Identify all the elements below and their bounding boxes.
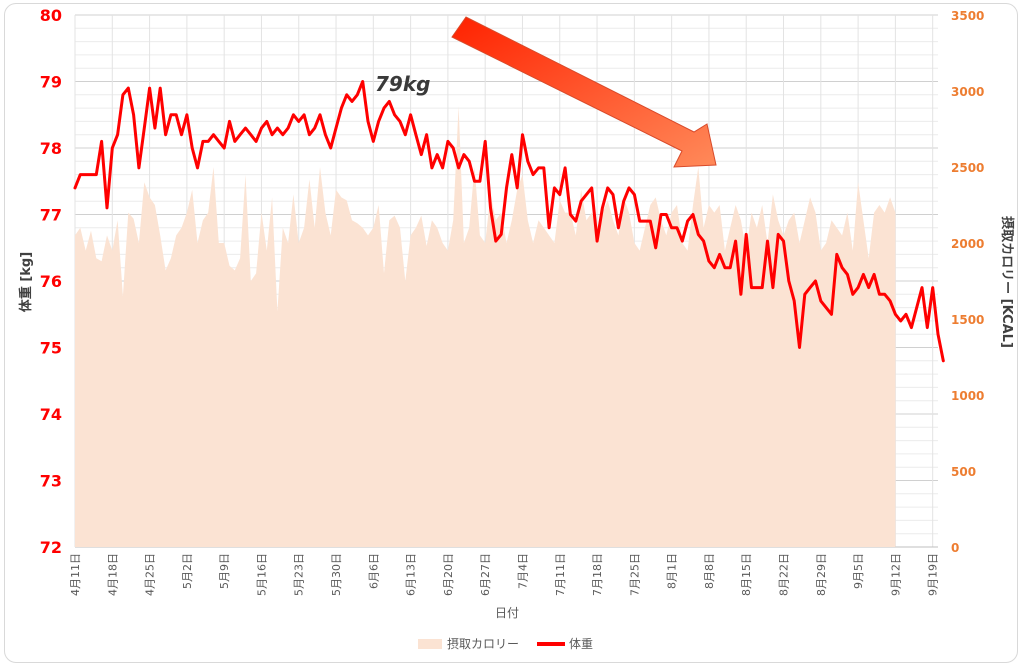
x-axis-tick-label: 8月29日 xyxy=(815,553,828,596)
legend-label-calorie: 摂取カロリー xyxy=(447,636,519,651)
right-axis-tick-label: 500 xyxy=(951,465,976,479)
x-axis-tick-label: 8月8日 xyxy=(703,553,716,589)
left-axis-tick-label: 80 xyxy=(40,6,62,25)
x-axis-tick-label: 7月4日 xyxy=(517,553,530,589)
x-axis-tick-label: 9月19日 xyxy=(927,553,940,596)
x-axis-tick-label: 5月2日 xyxy=(181,553,194,589)
legend: 摂取カロリー 体重 xyxy=(418,636,593,651)
x-axis-tick-label: 7月11日 xyxy=(554,553,567,596)
left-axis-ticks: 72 73 74 75 76 77 78 79 80 xyxy=(40,6,62,557)
peak-annotation: 79kg xyxy=(375,72,430,96)
x-axis-tick-label: 6月27日 xyxy=(479,553,492,596)
x-axis-tick-label: 5月16日 xyxy=(256,553,269,596)
left-axis-title: 体重 [kg] xyxy=(18,252,34,312)
x-axis-tick-label: 4月25日 xyxy=(144,553,157,596)
calorie-area xyxy=(75,106,896,547)
x-axis-tick-label: 6月20日 xyxy=(442,553,455,596)
right-axis-tick-label: 1500 xyxy=(951,313,984,327)
right-axis-tick-label: 1000 xyxy=(951,389,984,403)
left-axis-tick-label: 73 xyxy=(40,472,62,491)
weight-line-layer xyxy=(73,80,945,363)
x-axis-tick-label: 7月18日 xyxy=(591,553,604,596)
right-axis-tick-label: 3500 xyxy=(951,9,984,23)
x-axis-tick-label: 4月18日 xyxy=(106,553,119,596)
x-axis-tick-label: 5月30日 xyxy=(330,553,343,596)
right-axis-ticks: 0 500 1000 1500 2000 2500 3000 3500 xyxy=(951,9,984,555)
right-axis-title: 摂取カロリー [KCAL] xyxy=(999,216,1015,348)
x-axis-ticks: 4月11日 4月18日 4月25日 5月2日 5月9日 5月16日 5月23日 5月30日 6月… xyxy=(69,553,940,596)
right-axis-tick-label: 3000 xyxy=(951,85,984,99)
left-axis-tick-label: 75 xyxy=(40,339,62,358)
calorie-area-layer xyxy=(75,106,896,547)
x-axis-title: 日付 xyxy=(495,606,519,620)
x-axis-tick-label: 7月25日 xyxy=(628,553,641,596)
left-axis-tick-label: 74 xyxy=(40,405,62,424)
x-axis-tick-label: 9月5日 xyxy=(852,553,865,589)
x-axis-tick-label: 8月1日 xyxy=(666,553,679,589)
x-axis-tick-label: 4月11日 xyxy=(69,553,82,596)
x-axis-tick-label: 8月15日 xyxy=(740,553,753,596)
x-axis-tick-label: 8月22日 xyxy=(778,553,791,596)
right-axis-tick-label: 2000 xyxy=(951,237,984,251)
weight-line xyxy=(73,80,945,363)
left-axis-tick-label: 76 xyxy=(40,272,62,291)
x-axis-tick-label: 6月13日 xyxy=(405,553,418,596)
x-axis-tick-label: 5月23日 xyxy=(293,553,306,596)
right-axis-tick-label: 0 xyxy=(951,541,959,555)
x-axis-tick-label: 6月6日 xyxy=(367,553,380,589)
trend-arrow xyxy=(451,16,717,168)
left-axis-tick-label: 79 xyxy=(40,73,62,92)
x-axis-tick-label: 9月12日 xyxy=(889,553,902,596)
left-axis-tick-label: 78 xyxy=(40,139,62,158)
x-axis-tick-label: 5月9日 xyxy=(218,553,231,589)
legend-swatch-calorie xyxy=(418,639,442,649)
left-axis-tick-label: 77 xyxy=(40,206,62,225)
right-axis-tick-label: 2500 xyxy=(951,161,984,175)
legend-label-weight: 体重 xyxy=(569,637,593,651)
left-axis-tick-label: 72 xyxy=(40,538,62,557)
